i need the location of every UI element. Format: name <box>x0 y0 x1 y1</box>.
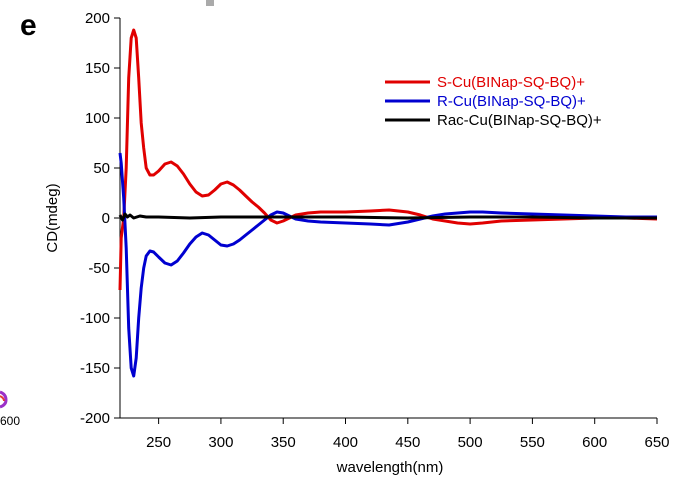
y-tick-label: -200 <box>80 410 110 427</box>
stray-tick-label: 600 <box>0 414 20 428</box>
x-tick-label: 650 <box>644 434 669 451</box>
x-tick-label: 500 <box>458 434 483 451</box>
panel-label: e <box>20 9 37 42</box>
legend-entry: S-Cu(BINap-SQ-BQ)+ <box>437 74 585 91</box>
x-tick-label: 550 <box>520 434 545 451</box>
x-tick-label: 400 <box>333 434 358 451</box>
y-tick-label: 0 <box>102 210 110 227</box>
y-axis-title: CD(mdeg) <box>44 183 61 252</box>
series-line-3 <box>118 212 657 222</box>
y-tick-label: 50 <box>93 160 110 177</box>
x-tick-label: 600 <box>582 434 607 451</box>
y-tick-label: 200 <box>85 10 110 27</box>
series-line-1 <box>118 28 658 291</box>
y-ticks: -200 -150 -100 -50 0 50 100 150 200 <box>80 10 120 427</box>
x-tick-label: 350 <box>271 434 296 451</box>
stray-fragment: 600 <box>0 390 20 428</box>
x-tick-label: 300 <box>208 434 233 451</box>
top-speck <box>206 0 214 6</box>
series-line-2 <box>118 152 657 378</box>
x-tick-label: 450 <box>395 434 420 451</box>
legend: S-Cu(BINap-SQ-BQ)+ R-Cu(BINap-SQ-BQ)+ Rac-… <box>385 74 602 129</box>
x-ticks: 250 300 350 400 450 500 550 600 650 <box>146 418 670 451</box>
y-tick-label: 100 <box>85 110 110 127</box>
legend-entry: R-Cu(BINap-SQ-BQ)+ <box>437 93 586 110</box>
series-layer <box>118 28 658 378</box>
y-tick-label: -100 <box>80 310 110 327</box>
y-tick-label: -50 <box>88 260 110 277</box>
x-tick-label: 250 <box>146 434 171 451</box>
x-axis-title: wavelength(nm) <box>336 459 444 476</box>
y-tick-label: -150 <box>80 360 110 377</box>
stray-curve-red <box>0 395 5 402</box>
stray-curve-purple <box>0 390 8 409</box>
legend-entry: Rac-Cu(BINap-SQ-BQ)+ <box>437 112 602 129</box>
y-tick-label: 150 <box>85 60 110 77</box>
